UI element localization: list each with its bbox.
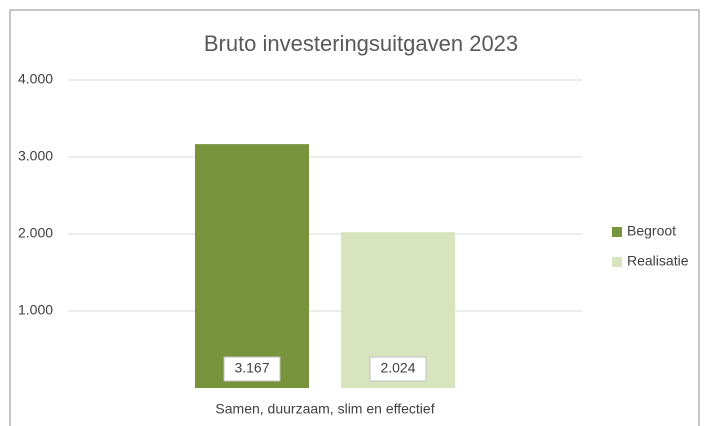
data-label-box [369, 356, 427, 382]
data-label: 3.167 [234, 360, 269, 376]
y-tick-label: 2.000 [18, 225, 53, 241]
y-tick-label: 3.000 [18, 148, 53, 164]
data-label-box [223, 356, 281, 382]
legend-label: Realisatie [627, 253, 689, 269]
data-label: 2.024 [380, 360, 415, 376]
y-tick-label: 4.000 [18, 71, 53, 87]
legend-label: Begroot [627, 223, 676, 239]
legend-swatch [612, 227, 622, 237]
chart-title: Bruto investeringsuitgaven 2023 [204, 31, 518, 56]
x-tick-label: Samen, duurzaam, slim en effectief [215, 401, 434, 417]
legend-swatch [612, 257, 622, 267]
bar [195, 144, 309, 388]
y-tick-label: 1.000 [18, 302, 53, 318]
